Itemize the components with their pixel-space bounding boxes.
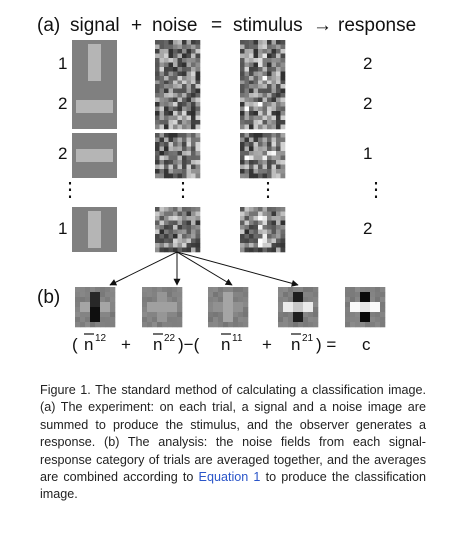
average-noise-n12 bbox=[75, 287, 116, 328]
noise-heading: noise bbox=[152, 15, 197, 36]
stimulus-image bbox=[240, 84, 286, 130]
panel-a-label: (a) bbox=[37, 15, 60, 36]
ellipsis-noise: ⋮ bbox=[173, 179, 193, 201]
n21-superscript: 21 bbox=[302, 333, 314, 344]
trial-row-1: 1 2 bbox=[58, 40, 372, 86]
signal-number: 1 bbox=[58, 54, 67, 73]
arrow-symbol: → bbox=[313, 15, 332, 36]
figure: (a) signal + noise = stimulus → response… bbox=[37, 15, 416, 354]
n21-symbol: n bbox=[291, 335, 300, 354]
arrow-to-n21 bbox=[176, 251, 299, 287]
arrow-to-n12 bbox=[109, 251, 178, 286]
average-noise-n11 bbox=[208, 287, 249, 328]
ellipsis-response: ⋮ bbox=[366, 179, 386, 201]
average-noise-n22 bbox=[142, 287, 183, 328]
response-value: 2 bbox=[363, 94, 372, 113]
classification-image bbox=[345, 287, 386, 328]
ellipsis-signal-number: ⋮ bbox=[60, 179, 80, 201]
response-value: 2 bbox=[363, 54, 372, 73]
caption-text-end: to produce the classification image. bbox=[40, 470, 426, 502]
noise-image bbox=[155, 207, 201, 253]
formula-plus-1: + bbox=[121, 335, 131, 354]
arrow-to-n11 bbox=[176, 251, 233, 286]
n12-symbol: n bbox=[84, 335, 93, 354]
equation-1-link[interactable]: Equation 1 bbox=[198, 470, 261, 485]
signal-number: 2 bbox=[58, 144, 67, 163]
figure-caption: Figure 1. The standard method of calcula… bbox=[40, 382, 426, 504]
signal-number: 2 bbox=[58, 94, 67, 113]
formula-close-equals: ) = bbox=[316, 335, 336, 354]
signal-number: 1 bbox=[58, 219, 67, 238]
noise-image bbox=[155, 84, 201, 130]
panel-b-label: (b) bbox=[37, 287, 60, 308]
equals-symbol: = bbox=[211, 15, 222, 36]
plus-symbol: + bbox=[131, 15, 142, 36]
noise-image bbox=[155, 40, 201, 86]
n11-symbol: n bbox=[221, 335, 230, 354]
figure-header: (a) signal + noise = stimulus → response bbox=[37, 15, 416, 36]
analysis-arrows bbox=[109, 251, 299, 287]
n22-symbol: n bbox=[153, 335, 162, 354]
stimulus-image bbox=[240, 133, 286, 179]
caption-text: Figure 1. The standard method of calcula… bbox=[40, 383, 426, 485]
response-value: 1 bbox=[363, 144, 372, 163]
ellipsis-stimulus: ⋮ bbox=[258, 179, 278, 201]
response-value: 2 bbox=[363, 219, 372, 238]
ellipsis-row: ⋮ ⋮ ⋮ ⋮ bbox=[60, 179, 386, 201]
stimulus-image bbox=[240, 207, 286, 253]
stimulus-image bbox=[240, 40, 286, 86]
formula-result: c bbox=[362, 335, 371, 354]
formula-plus-2: + bbox=[262, 335, 272, 354]
trial-row-4: 1 2 bbox=[58, 207, 372, 253]
stimulus-heading: stimulus bbox=[233, 15, 303, 36]
signal-bar-vertical bbox=[88, 44, 101, 81]
n11-superscript: 11 bbox=[232, 333, 243, 344]
n12-superscript: 12 bbox=[95, 333, 107, 344]
signal-bar-horizontal bbox=[76, 100, 113, 113]
signal-bar-vertical bbox=[88, 211, 101, 248]
trial-row-3: 2 1 bbox=[58, 133, 372, 179]
formula-open-paren: ( bbox=[72, 335, 78, 354]
formula-minus: )−( bbox=[178, 335, 200, 354]
response-heading: response bbox=[338, 15, 416, 36]
noise-image bbox=[155, 133, 201, 179]
average-noise-n21 bbox=[278, 287, 319, 328]
n22-superscript: 22 bbox=[164, 333, 176, 344]
classification-formula: ( n 12 + n 22 )−( n 11 + n 21 ) = c bbox=[72, 333, 371, 354]
signal-heading: signal bbox=[70, 15, 120, 36]
signal-bar-horizontal bbox=[76, 149, 113, 162]
trial-row-2: 2 2 bbox=[58, 84, 372, 130]
